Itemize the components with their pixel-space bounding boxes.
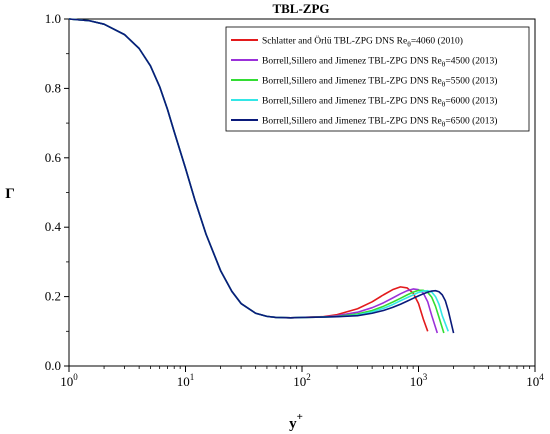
- y-tick-label: 0.2: [45, 289, 61, 304]
- x-axis-label-sup: +: [297, 411, 303, 423]
- x-tick-label-exp: 1: [190, 372, 195, 382]
- series-layer: [68, 18, 455, 334]
- x-axis-label-base: y: [289, 416, 297, 432]
- legend-entry-name: Borrell,Sillero and Jimenez TBL-ZPG DNS …: [262, 77, 442, 87]
- y-tick-label: 0.6: [45, 150, 62, 165]
- legend-entry-suffix: =5500 (2013): [445, 76, 497, 87]
- x-tick-label-exp: 4: [539, 372, 544, 382]
- y-tick-label: 1.0: [45, 11, 61, 26]
- y-tick-label: 0.8: [45, 80, 61, 95]
- x-tick-label-base: 10: [526, 374, 539, 389]
- y-tick-label: 0.4: [45, 219, 62, 234]
- legend-entry-suffix: =4060 (2010): [411, 36, 463, 47]
- x-tick-label-base: 10: [293, 374, 306, 389]
- legend-entry-name: Borrell,Sillero and Jimenez TBL-ZPG DNS …: [262, 117, 442, 127]
- x-tick-label-exp: 0: [73, 372, 78, 382]
- legend-entry-subscript: θ: [442, 80, 446, 89]
- legend-entry-suffix: =6000 (2013): [445, 96, 497, 107]
- legend-entry-4: Borrell,Sillero and Jimenez TBL-ZPG DNS …: [262, 96, 497, 109]
- legend-entry-subscript: θ: [442, 60, 446, 69]
- x-tick-label: 101: [177, 372, 195, 389]
- legend: Schlatter and Örlü TBL-ZPG DNS Reθ=4060 …: [225, 26, 530, 132]
- x-tick-label-base: 10: [177, 374, 190, 389]
- legend-box: [225, 26, 530, 132]
- legend-items: Schlatter and Örlü TBL-ZPG DNS Reθ=4060 …: [231, 35, 497, 129]
- x-tick-label-exp: 3: [423, 372, 428, 382]
- legend-entry-suffix: =4500 (2013): [445, 56, 497, 67]
- legend-entry-name: Schlatter and Örlü TBL-ZPG DNS Re: [262, 35, 407, 47]
- x-tick-label-base: 10: [410, 374, 423, 389]
- legend-entry-1: Schlatter and Örlü TBL-ZPG DNS Reθ=4060 …: [262, 35, 463, 49]
- chart-title: TBL-ZPG: [272, 1, 329, 16]
- legend-entry-5: Borrell,Sillero and Jimenez TBL-ZPG DNS …: [262, 116, 497, 129]
- x-tick-label-exp: 2: [306, 372, 311, 382]
- x-tick-label: 104: [526, 372, 544, 389]
- x-tick-label: 103: [410, 372, 428, 389]
- legend-entry-subscript: θ: [442, 100, 446, 109]
- legend-entry-name: Borrell,Sillero and Jimenez TBL-ZPG DNS …: [262, 57, 442, 67]
- legend-entry-2: Borrell,Sillero and Jimenez TBL-ZPG DNS …: [262, 56, 497, 69]
- y-tick-label: 0.0: [45, 358, 61, 373]
- legend-entry-suffix: =6500 (2013): [445, 116, 497, 127]
- legend-entry-subscript: θ: [407, 40, 411, 49]
- x-tick-label: 100: [60, 372, 78, 389]
- x-tick-label-base: 10: [60, 374, 73, 389]
- x-axis-label: y+: [289, 411, 303, 432]
- legend-entry-3: Borrell,Sillero and Jimenez TBL-ZPG DNS …: [262, 76, 497, 89]
- legend-entry-name: Borrell,Sillero and Jimenez TBL-ZPG DNS …: [262, 97, 442, 107]
- y-axis-label: Γ: [5, 186, 15, 202]
- legend-entry-subscript: θ: [442, 120, 446, 129]
- series-line-5: [68, 18, 455, 334]
- x-tick-label: 102: [293, 372, 311, 389]
